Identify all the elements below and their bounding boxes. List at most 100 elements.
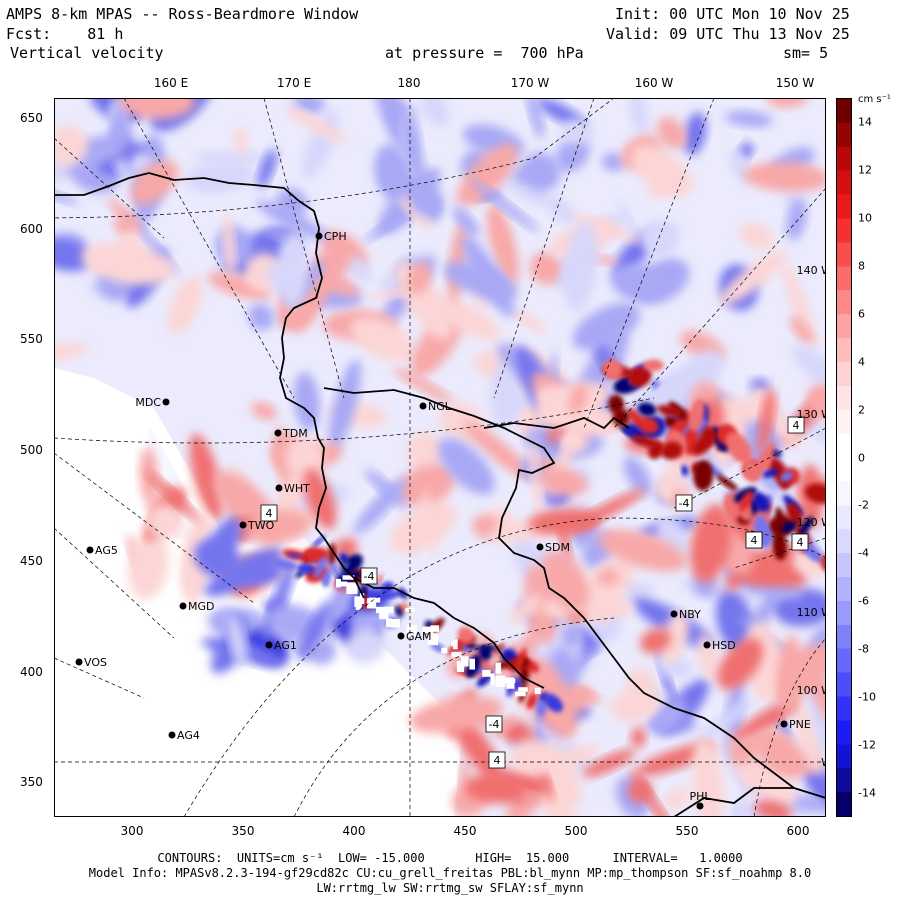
x-tick: 400 [342, 824, 366, 838]
field-cell [207, 271, 272, 300]
field-cell [743, 162, 826, 192]
field-cell [115, 158, 131, 179]
field-cell [130, 160, 179, 205]
field-cell [786, 502, 803, 528]
no-data-cell [336, 578, 341, 588]
station-label: NBY [679, 608, 701, 621]
field-cell [688, 398, 705, 432]
field-cell [572, 302, 641, 351]
no-data-cell [430, 625, 439, 632]
station-label: GAM [406, 630, 432, 643]
station-dot [274, 429, 282, 437]
map-title: AMPS 8-km MPAS -- Ross-Beardmore Window [6, 5, 359, 23]
field-cell [345, 629, 386, 664]
station-markers: CPH MDC NGL TDM WHT TWO AG5 SDM MGD AG1 VOS NBY GAM H… [75, 230, 811, 810]
field-cell [683, 112, 707, 156]
field-cell [515, 647, 527, 672]
inner-lon-label: 140 W [797, 264, 826, 277]
field-cell [479, 645, 492, 661]
no-data-cell [518, 687, 528, 692]
station-label: CPH [324, 230, 347, 243]
valid-time: Valid: 09 UTC Thu 13 Nov 25 [606, 25, 850, 43]
field-cell [457, 143, 518, 206]
station-dot [703, 641, 711, 649]
field-cell [54, 342, 90, 362]
field-cell [350, 317, 415, 362]
field-cell [213, 470, 283, 543]
field-cell [820, 554, 826, 572]
field-cell [776, 635, 803, 714]
field-cell [754, 800, 792, 817]
no-data-cell [514, 691, 526, 697]
field-cell [631, 434, 661, 449]
station-label: TWO [247, 519, 275, 532]
no-data-cell [451, 641, 458, 647]
station-dot [86, 546, 94, 554]
field-cell [756, 451, 772, 471]
field-cell [457, 626, 473, 642]
contour-label-box [260, 504, 278, 522]
field-cell [638, 416, 659, 434]
field-cell [278, 275, 331, 329]
contour-label-box [787, 416, 805, 434]
station-dot [397, 632, 405, 640]
field-cell [349, 256, 372, 283]
field-cell [782, 263, 817, 349]
field-cell [248, 303, 274, 331]
lon-label: 150 W [775, 76, 815, 90]
colorbar-tick: 2 [858, 403, 865, 417]
field-cell [296, 563, 316, 575]
lon-label: 170 W [510, 76, 550, 90]
field-cell [411, 185, 444, 217]
station-label: MDC [135, 396, 161, 409]
contour-label-box [488, 751, 506, 769]
contour-label-text: -4 [679, 497, 690, 510]
contour-label-text: 4 [751, 534, 758, 547]
field-cell [528, 508, 601, 535]
no-data-cell [406, 625, 417, 633]
field-cell [222, 212, 236, 278]
station-dot [419, 402, 427, 410]
no-data-cell [505, 678, 516, 684]
x-tick: 550 [675, 824, 699, 838]
station-label: AG5 [95, 544, 118, 557]
colorbar-tick: 14 [858, 115, 872, 129]
field-cell [597, 569, 620, 586]
no-data-cell [355, 601, 362, 610]
no-data-cell [495, 662, 502, 674]
field-cell [751, 728, 803, 771]
field-cell [280, 473, 304, 512]
station-dot [75, 658, 83, 666]
field-cell [780, 471, 793, 482]
colorbar-tick: 8 [858, 259, 865, 273]
colorbar-unit: cm s⁻¹ [858, 94, 891, 105]
contour-label-box [485, 715, 503, 733]
y-tick: 600 [20, 222, 43, 236]
field-cell [791, 345, 826, 399]
no-data-cell [441, 647, 448, 654]
field-cell [555, 136, 590, 172]
inner-lon-label: W [821, 756, 826, 769]
field-cell [545, 193, 575, 224]
station-dot [162, 398, 170, 406]
model-info: Model Info: MPASv8.2.3-194-gf29cd82c CU:… [88, 866, 812, 880]
field-cell [54, 125, 88, 166]
field-cell [637, 402, 657, 417]
field-cell [681, 464, 689, 477]
y-tick: 350 [20, 775, 43, 789]
fcst-value: 81 h [87, 25, 124, 43]
station-label: VOS [84, 656, 107, 669]
field-cell [452, 206, 480, 238]
field-cell [598, 529, 688, 572]
field-cell [640, 628, 671, 654]
field-cell [520, 152, 561, 192]
physics-info: LW:rrtmg_lw SW:rrtmg_sw SFLAY:sf_mynn [316, 881, 584, 895]
contour-label-text: 4 [266, 507, 273, 520]
inner-lon-label: 120 W [797, 516, 826, 529]
field-cell [610, 264, 662, 302]
station-dot [315, 232, 323, 240]
field-cell [543, 693, 564, 713]
no-data-cell [340, 581, 348, 587]
